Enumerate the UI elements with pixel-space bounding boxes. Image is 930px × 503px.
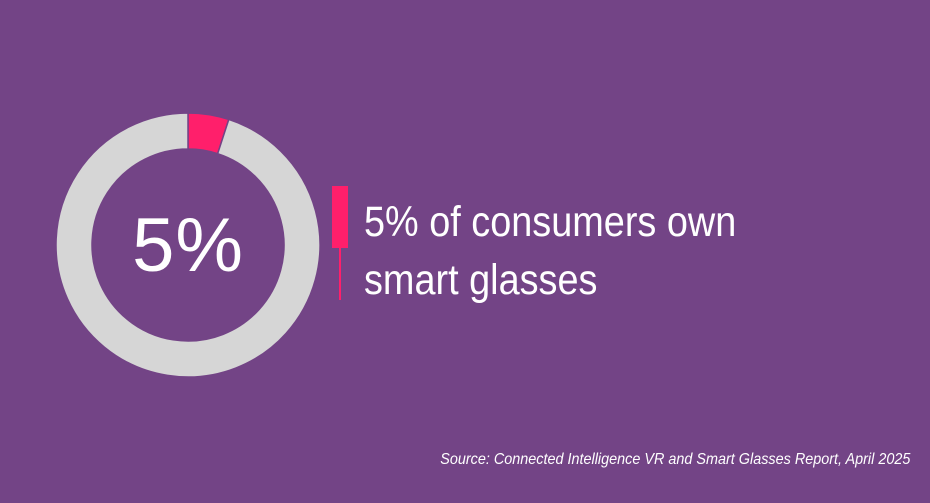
headline-text: 5% of consumers own smart glasses — [364, 198, 737, 304]
donut-chart — [56, 113, 320, 377]
donut-slice-1 — [56, 113, 320, 377]
donut-center-label: 5% — [132, 202, 244, 288]
accent-bar — [332, 186, 348, 248]
source-citation: Source: Connected Intelligence VR and Sm… — [439, 451, 910, 468]
accent-line — [339, 248, 341, 300]
